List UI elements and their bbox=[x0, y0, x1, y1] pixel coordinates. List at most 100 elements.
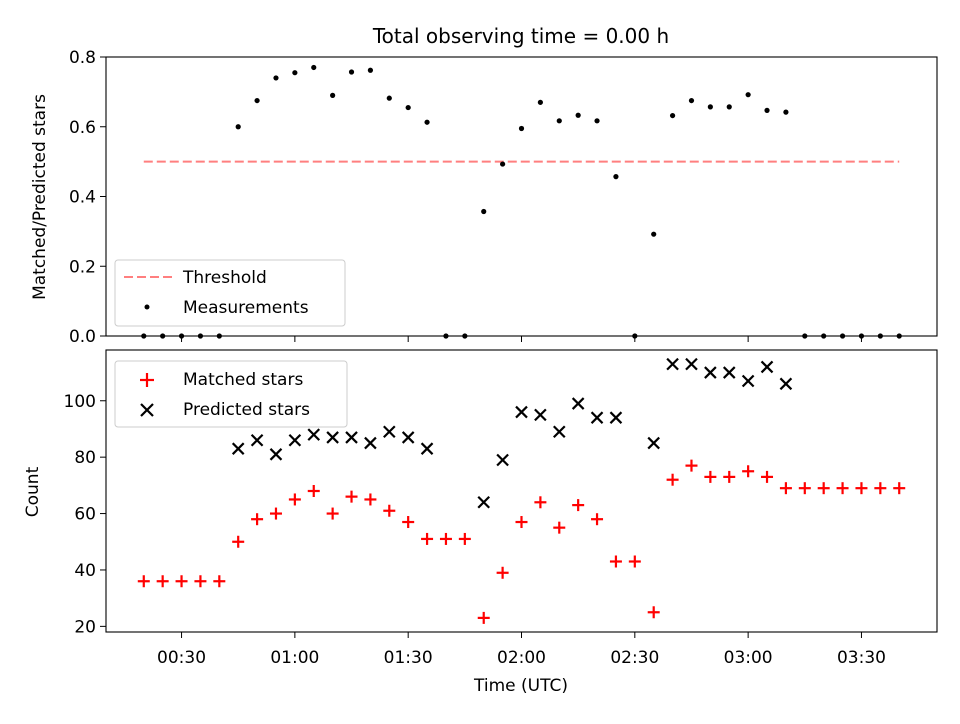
measurement-point bbox=[669, 112, 676, 119]
top-panel: Total observing time = 0.00 h Matched/Pr… bbox=[30, 24, 938, 347]
top-y-tick-label: 0.4 bbox=[69, 188, 96, 208]
x-tick-label: 01:30 bbox=[384, 648, 433, 668]
matched-star-point bbox=[288, 493, 301, 506]
measurement-point bbox=[367, 67, 374, 73]
predicted-star-point bbox=[571, 397, 585, 410]
predicted-star-point bbox=[345, 431, 358, 444]
top-legend-box bbox=[114, 259, 346, 327]
legend-predicted-label: Predicted stars bbox=[183, 400, 310, 420]
top-y-axis-label: Matched/Predicted stars bbox=[30, 94, 50, 300]
bottom-y-ticks: 20 40 60 80 100 bbox=[64, 392, 106, 637]
top-y-tick-label: 0.6 bbox=[69, 118, 96, 138]
matched-star-point bbox=[572, 499, 585, 512]
predicted-star-point bbox=[722, 366, 736, 379]
x-tick-label: 02:30 bbox=[610, 648, 659, 668]
matched-star-point bbox=[647, 606, 660, 619]
matched-star-point bbox=[232, 535, 245, 548]
bottom-legend: Matched stars Predicted stars bbox=[114, 360, 348, 428]
matched-star-point bbox=[685, 459, 698, 472]
predicted-star-point bbox=[250, 433, 264, 447]
matched-star-point bbox=[269, 507, 282, 520]
predicted-star-point bbox=[685, 357, 698, 371]
predicted-star-point bbox=[609, 411, 623, 424]
predicted-star-point bbox=[288, 433, 302, 447]
matched-star-point bbox=[798, 482, 811, 495]
bottom-y-tick-label: 60 bbox=[74, 505, 96, 525]
predicted-star-point bbox=[704, 366, 717, 379]
measurement-point bbox=[481, 208, 487, 215]
matched-star-point bbox=[402, 516, 415, 529]
top-y-tick-label: 0.0 bbox=[69, 327, 96, 347]
matched-star-point bbox=[609, 555, 622, 568]
matched-star-point bbox=[893, 482, 906, 495]
measurement-point bbox=[424, 119, 430, 125]
measurement-point bbox=[707, 104, 713, 110]
measurement-point bbox=[386, 95, 392, 101]
matched-star-point bbox=[515, 516, 528, 529]
count-points bbox=[137, 357, 906, 624]
bottom-y-tick-label: 80 bbox=[74, 448, 96, 468]
matched-star-point bbox=[723, 470, 736, 483]
legend-predicted-swatch bbox=[140, 403, 154, 417]
x-tick-label: 00:30 bbox=[157, 648, 206, 668]
bottom-axes-frame bbox=[105, 349, 938, 633]
bottom-y-axis-label: Count bbox=[23, 466, 43, 517]
matched-star-point bbox=[855, 482, 868, 495]
x-tick-label: 01:00 bbox=[270, 648, 319, 668]
bottom-y-tick-label: 20 bbox=[74, 617, 96, 637]
matched-star-point bbox=[836, 482, 849, 495]
matched-star-point bbox=[704, 470, 717, 483]
matched-star-point bbox=[383, 504, 396, 517]
matched-star-point bbox=[213, 575, 226, 588]
x-tick-label: 02:00 bbox=[497, 648, 546, 668]
measurement-point bbox=[311, 64, 317, 71]
matched-star-point bbox=[496, 566, 509, 579]
matched-star-point bbox=[817, 482, 830, 495]
measurement-point bbox=[594, 118, 600, 124]
bottom-y-tick-label: 40 bbox=[74, 561, 96, 581]
matched-star-point bbox=[175, 575, 188, 588]
x-tick-label: 03:30 bbox=[837, 648, 886, 668]
matched-star-point bbox=[534, 496, 547, 509]
matched-star-point bbox=[421, 532, 434, 545]
x-axis-label: Time (UTC) bbox=[473, 676, 568, 696]
measurement-point bbox=[518, 125, 525, 132]
matched-star-point bbox=[364, 493, 377, 506]
predicted-star-point bbox=[420, 442, 434, 455]
predicted-star-point bbox=[534, 408, 547, 422]
matched-star-point bbox=[137, 575, 150, 588]
matched-star-point bbox=[458, 532, 471, 545]
legend-matched-label: Matched stars bbox=[183, 370, 303, 390]
top-y-tick-label: 0.8 bbox=[69, 48, 96, 68]
top-axes-frame bbox=[105, 56, 938, 337]
top-legend: Threshold Measurements bbox=[114, 259, 346, 327]
matched-star-point bbox=[591, 513, 604, 526]
legend-measurements-swatch bbox=[144, 304, 150, 310]
matched-star-point bbox=[874, 482, 887, 495]
measurement-point bbox=[613, 174, 619, 180]
predicted-star-point bbox=[647, 436, 660, 450]
measurement-point bbox=[688, 97, 695, 104]
predicted-star-point bbox=[760, 360, 774, 374]
measurement-point bbox=[405, 104, 411, 111]
measurement-point bbox=[575, 112, 581, 118]
measurement-point bbox=[764, 107, 770, 113]
legend-threshold-label: Threshold bbox=[182, 268, 267, 288]
predicted-star-point bbox=[552, 425, 566, 439]
predicted-star-point bbox=[364, 436, 377, 450]
predicted-star-point bbox=[231, 442, 245, 455]
predicted-star-point bbox=[741, 374, 755, 388]
measurement-point bbox=[330, 92, 336, 98]
matched-star-point bbox=[666, 473, 679, 486]
measurement-point bbox=[500, 161, 506, 167]
top-y-tick-label: 0.2 bbox=[69, 257, 96, 277]
predicted-star-point bbox=[383, 425, 396, 439]
matched-star-point bbox=[307, 485, 320, 497]
matched-star-point bbox=[761, 470, 774, 483]
measurement-point bbox=[726, 104, 732, 110]
matched-star-point bbox=[345, 490, 358, 503]
predicted-star-point bbox=[477, 496, 491, 509]
legend-matched-swatch bbox=[140, 373, 154, 387]
